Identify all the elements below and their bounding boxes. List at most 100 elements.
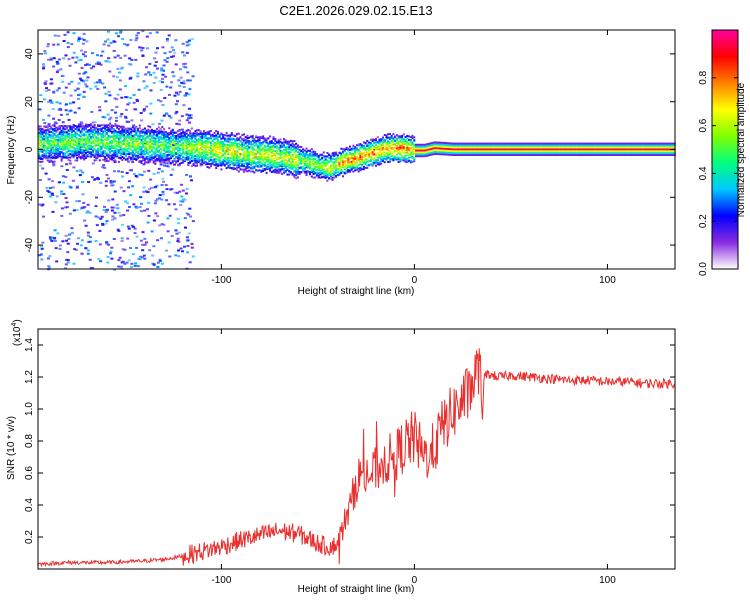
heatmap-noise-cell <box>53 121 57 124</box>
heatmap-band-cell <box>388 146 391 149</box>
heatmap-band-cell <box>178 135 181 138</box>
heatmap-band-cell <box>260 137 263 139</box>
heatmap-band-cell <box>102 136 105 139</box>
heatmap-band-cell <box>201 159 204 162</box>
heatmap-noise-cell <box>55 101 59 104</box>
heatmap-band-cell <box>286 140 289 143</box>
heatmap-noise-cell <box>91 267 95 270</box>
heatmap-band-cell <box>345 152 348 155</box>
heatmap-band-cell <box>142 131 145 133</box>
heatmap-band-cell <box>138 124 141 127</box>
heatmap-band-cell <box>230 157 233 160</box>
heatmap-band-cell <box>394 155 397 158</box>
heatmap-band-cell <box>446 146 449 148</box>
heatmap-band-cell <box>527 154 530 156</box>
heatmap-band-cell <box>60 129 63 132</box>
heatmap-band-cell <box>222 159 225 161</box>
heatmap-band-cell <box>262 147 265 150</box>
heatmap-band-cell <box>474 146 477 149</box>
heatmap-band-cell <box>277 157 280 160</box>
heatmap-band-cell <box>76 145 79 148</box>
heatmap-noise-cell <box>55 71 59 74</box>
heatmap-band-cell <box>58 131 61 134</box>
heatmap-noise-cell <box>107 177 110 180</box>
heatmap-band-cell <box>215 136 218 139</box>
heatmap-band-cell <box>411 146 414 149</box>
heatmap-noise-cell <box>80 67 84 69</box>
heatmap-band-cell <box>508 154 511 156</box>
heatmap-band-cell <box>164 140 167 143</box>
heatmap-band-cell <box>376 141 379 143</box>
heatmap-band-cell <box>244 138 247 141</box>
heatmap-noise-cell <box>177 164 181 167</box>
heatmap-band-cell <box>157 150 160 153</box>
heatmap-band-cell <box>51 155 54 158</box>
heatmap-noise-cell <box>101 166 105 169</box>
heatmap-band-cell <box>183 160 186 162</box>
heatmap-noise-cell <box>190 179 193 182</box>
heatmap-band-cell <box>421 145 424 148</box>
heatmap-band-cell <box>152 131 155 134</box>
heatmap-band-cell <box>249 163 252 166</box>
heatmap-noise-cell <box>174 103 178 106</box>
heatmap-band-cell <box>390 143 393 146</box>
heatmap-band-cell <box>519 150 522 153</box>
heatmap-band-cell <box>145 140 148 143</box>
heatmap-band-cell <box>477 144 480 147</box>
heatmap-band-cell <box>72 154 75 156</box>
heatmap-band-cell <box>395 145 398 148</box>
heatmap-band-cell <box>310 167 313 170</box>
heatmap-noise-cell <box>129 63 133 66</box>
heatmap-band-cell <box>272 153 275 156</box>
heatmap-band-cell <box>60 135 63 138</box>
heatmap-band-cell <box>342 159 344 162</box>
heatmap-noise-cell <box>185 192 188 195</box>
heatmap-band-cell <box>491 154 494 156</box>
heatmap-band-cell <box>369 159 372 162</box>
heatmap-band-cell <box>491 144 494 147</box>
heatmap-noise-cell <box>154 199 158 202</box>
heatmap-band-cell <box>251 161 254 164</box>
heatmap-noise-cell <box>109 116 113 119</box>
heatmap-band-cell <box>331 168 334 170</box>
heatmap-band-cell <box>423 151 426 154</box>
heatmap-band-cell <box>427 154 430 157</box>
heatmap-band-cell <box>401 144 404 147</box>
heatmap-band-cell <box>415 149 417 152</box>
heatmap-band-cell <box>142 128 145 131</box>
heatmap-band-cell <box>190 132 193 135</box>
heatmap-band-cell <box>307 165 310 168</box>
heatmap-noise-cell <box>47 123 51 126</box>
heatmap-band-cell <box>343 154 346 157</box>
heatmap-band-cell <box>243 133 245 136</box>
heatmap-noise-cell <box>145 66 148 69</box>
heatmap-band-cell <box>130 138 133 141</box>
heatmap-band-cell <box>102 151 105 154</box>
heatmap-band-cell <box>48 156 51 159</box>
heatmap-noise-cell <box>182 80 186 83</box>
heatmap-band-cell <box>380 138 383 141</box>
heatmap-band-cell <box>408 159 410 162</box>
heatmap-band-cell <box>309 162 311 165</box>
heatmap-noise-cell <box>141 47 145 49</box>
heatmap-band-cell <box>152 137 155 140</box>
heatmap-band-cell <box>246 151 249 153</box>
heatmap-noise-cell <box>112 206 116 209</box>
heatmap-band-cell <box>196 147 199 150</box>
heatmap-band-cell <box>342 148 344 151</box>
heatmap-band-cell <box>329 155 332 158</box>
heatmap-noise-cell <box>182 86 186 88</box>
heatmap-band-cell <box>84 140 87 142</box>
heatmap-band-cell <box>430 153 433 156</box>
heatmap-noise-cell <box>171 71 175 74</box>
heatmap-band-cell <box>269 147 272 150</box>
heatmap-band-cell <box>342 153 344 156</box>
heatmap-band-cell <box>296 160 299 162</box>
heatmap-band-cell <box>461 150 464 153</box>
heatmap-band-cell <box>388 136 391 139</box>
heatmap-band-cell <box>154 138 157 141</box>
heatmap-band-cell <box>409 153 412 156</box>
heatmap-noise-cell <box>62 193 66 195</box>
heatmap-band-cell <box>112 128 115 131</box>
heatmap-band-cell <box>484 154 487 156</box>
